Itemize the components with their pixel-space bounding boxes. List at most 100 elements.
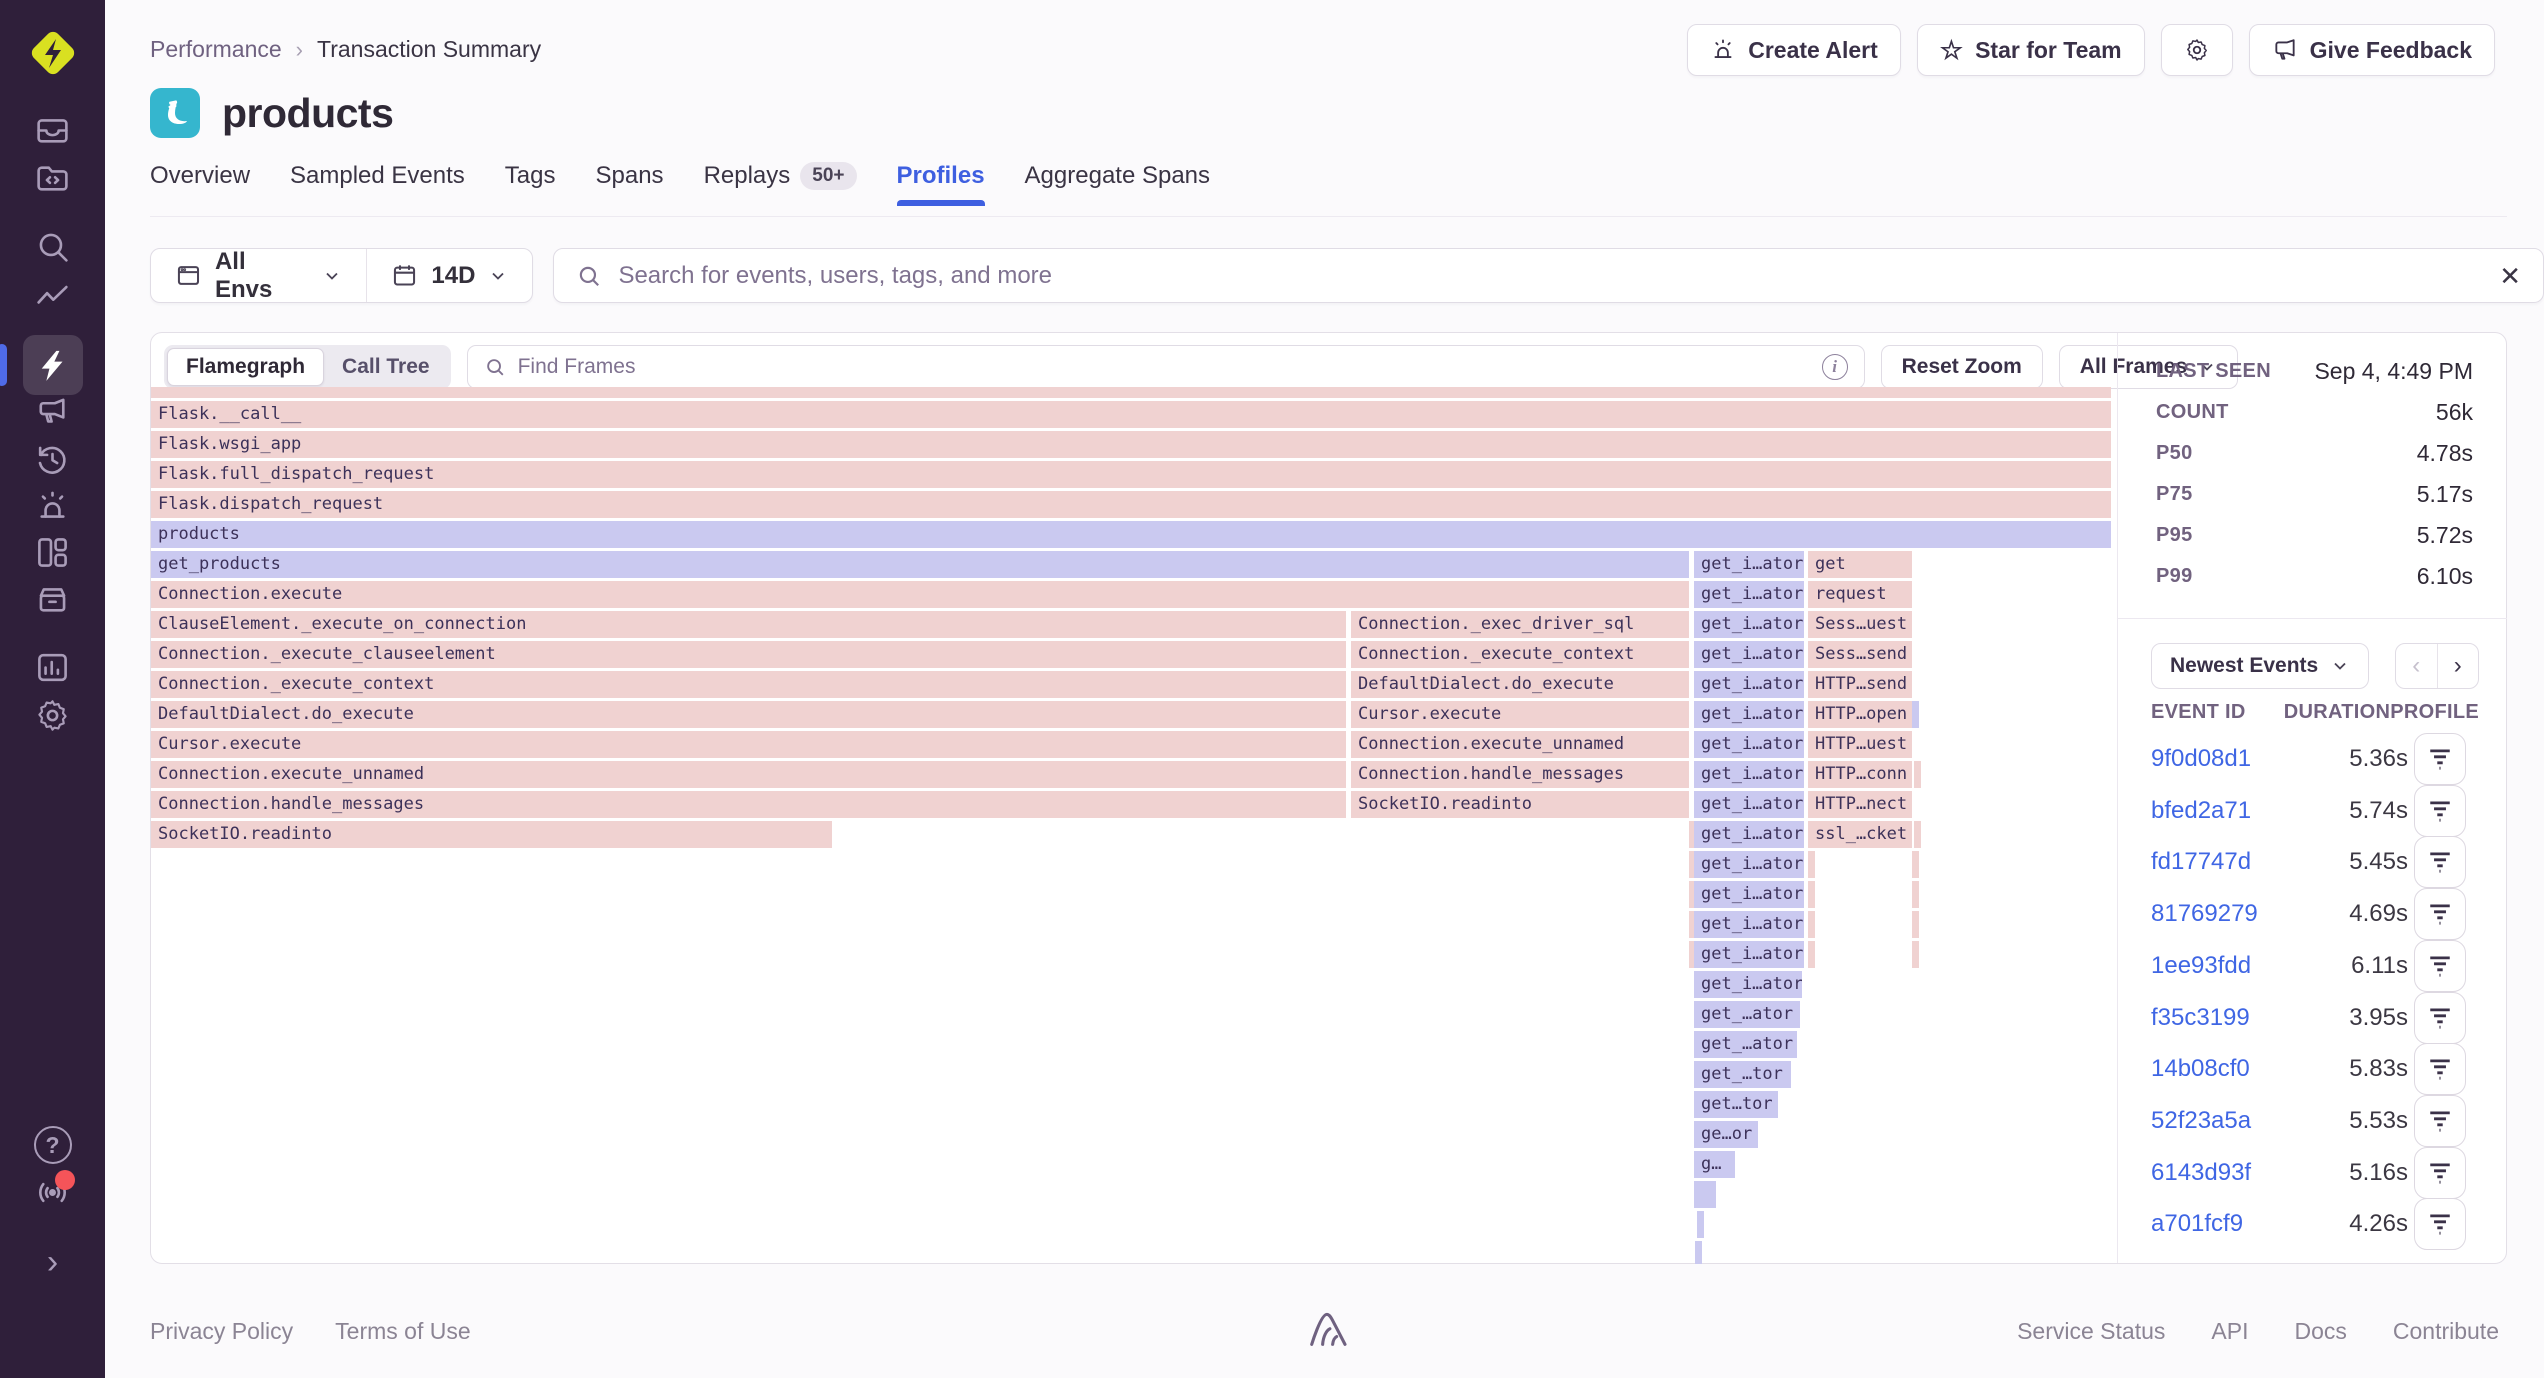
footer-link-terms-of-use[interactable]: Terms of Use xyxy=(335,1317,471,1344)
flame-frame[interactable] xyxy=(1912,941,1919,968)
sidebar-item-search[interactable] xyxy=(23,216,83,276)
footer-link-api[interactable]: API xyxy=(2211,1317,2249,1344)
sidebar-item-collapse[interactable]: › xyxy=(23,1232,83,1292)
flame-frame-get-i-ator[interactable]: get_i…ator xyxy=(1694,761,1804,788)
sentry-footer-logo-icon[interactable] xyxy=(1307,1308,1351,1354)
tab-tags[interactable]: Tags xyxy=(505,162,556,206)
tab-profiles[interactable]: Profiles xyxy=(896,162,985,206)
flamegraph[interactable]: Flask.__call__ Flask.wsgi_app Flask.full_d… xyxy=(151,387,2117,1264)
flame-frame[interactable] xyxy=(1914,761,1921,788)
breadcrumb-performance[interactable]: Performance xyxy=(150,36,282,62)
flame-frame[interactable] xyxy=(1912,911,1919,938)
flame-frame[interactable] xyxy=(1912,851,1919,878)
flame-frame-g-[interactable]: g… xyxy=(1694,1151,1735,1178)
flame-frame-flask-full-dispatch-request[interactable]: Flask.full_dispatch_request xyxy=(151,461,2111,488)
event-id-link[interactable]: 1ee93fdd xyxy=(2151,951,2252,979)
sidebar-item-releases[interactable] xyxy=(23,569,83,629)
sidebar-item-projects[interactable] xyxy=(23,148,83,208)
event-id-link[interactable]: bfed2a71 xyxy=(2151,796,2252,824)
event-sort-dropdown[interactable]: Newest Events xyxy=(2151,643,2370,689)
flame-frame-get-ator[interactable]: get_…ator xyxy=(1694,1001,1800,1028)
tab-overview[interactable]: Overview xyxy=(150,162,250,206)
flame-frame[interactable] xyxy=(1912,881,1919,908)
flame-frame[interactable] xyxy=(1695,1241,1702,1264)
flame-frame[interactable] xyxy=(1689,821,1696,848)
flame-frame-clauseelement-execute-on-connection[interactable]: ClauseElement._execute_on_connection xyxy=(151,611,1346,638)
flame-frame-flask-dispatch-request[interactable]: Flask.dispatch_request xyxy=(151,491,2111,518)
event-id-link[interactable]: 81769279 xyxy=(2151,900,2258,928)
settings-button[interactable] xyxy=(2160,24,2233,76)
footer-link-docs[interactable]: Docs xyxy=(2294,1317,2347,1344)
sidebar-item-settings[interactable] xyxy=(23,685,83,745)
flame-frame[interactable] xyxy=(1689,881,1696,908)
flame-frame-socketio-readinto[interactable]: SocketIO.readinto xyxy=(151,821,832,848)
flame-frame-http-send[interactable]: HTTP…send xyxy=(1808,671,1912,698)
event-id-link[interactable]: 14b08cf0 xyxy=(2151,1055,2250,1083)
flame-frame-get-i-ator[interactable]: get_i…ator xyxy=(1694,851,1804,878)
flame-frame-get-i-ator[interactable]: get_i…ator xyxy=(1694,581,1804,608)
flame-frame-connection-handle-messages[interactable]: Connection.handle_messages xyxy=(1351,761,1689,788)
open-profile-button[interactable] xyxy=(2414,836,2466,889)
flame-frame-connection-execute-clauseelement[interactable]: Connection._execute_clauseelement xyxy=(151,641,1346,668)
flame-frame[interactable] xyxy=(1694,1181,1716,1208)
flame-frame-cursor-execute[interactable]: Cursor.execute xyxy=(151,731,1346,758)
flame-frame-sess-uest[interactable]: Sess…uest xyxy=(1808,611,1912,638)
flame-frame[interactable] xyxy=(1808,941,1815,968)
flame-frame[interactable] xyxy=(1689,941,1696,968)
tab-sampled-events[interactable]: Sampled Events xyxy=(290,162,465,206)
open-profile-button[interactable] xyxy=(2414,1043,2466,1096)
flame-frame-defaultdialect-do-execute[interactable]: DefaultDialect.do_execute xyxy=(1351,671,1689,698)
flame-frame-http-uest[interactable]: HTTP…uest xyxy=(1808,731,1912,758)
info-icon[interactable]: i xyxy=(1821,354,1848,380)
footer-link-service-status[interactable]: Service Status xyxy=(2017,1317,2166,1344)
flame-frame-get-i-ator[interactable]: get_i…ator xyxy=(1694,911,1804,938)
flame-frame-get-i-ator[interactable]: get_i…ator xyxy=(1694,611,1804,638)
flame-frame-http-nect[interactable]: HTTP…nect xyxy=(1808,791,1912,818)
find-frames-input[interactable] xyxy=(517,355,1810,379)
open-profile-button[interactable] xyxy=(2414,1094,2466,1147)
flame-frame-get-tor[interactable]: get…tor xyxy=(1694,1091,1778,1118)
flame-frame-ge-or[interactable]: ge…or xyxy=(1694,1121,1758,1148)
sidebar-item-feedback[interactable] xyxy=(23,382,83,442)
flame-frame-cursor-execute[interactable]: Cursor.execute xyxy=(1351,701,1689,728)
footer-link-contribute[interactable]: Contribute xyxy=(2392,1317,2499,1344)
environment-filter[interactable]: All Envs xyxy=(151,248,366,303)
flame-frame-connection-handle-messages[interactable]: Connection.handle_messages xyxy=(151,791,1346,818)
flame-frame[interactable] xyxy=(1808,851,1815,878)
flame-frame-connection-execute[interactable]: Connection.execute xyxy=(151,581,1689,608)
tab-aggregate-spans[interactable]: Aggregate Spans xyxy=(1025,162,1210,206)
event-id-link[interactable]: a701fcf9 xyxy=(2151,1210,2244,1238)
clear-search-icon[interactable]: ✕ xyxy=(2499,260,2521,291)
flame-frame[interactable] xyxy=(151,387,2111,398)
event-id-link[interactable]: 6143d93f xyxy=(2151,1158,2252,1186)
flame-frame-get-i-ator[interactable]: get_i…ator xyxy=(1694,671,1804,698)
flame-frame-get-i-ator[interactable]: get_i…ator xyxy=(1694,551,1804,578)
tab-replays[interactable]: Replays 50+ xyxy=(704,162,857,206)
flame-frame-connection-execute-unnamed[interactable]: Connection.execute_unnamed xyxy=(1351,731,1689,758)
previous-page-button[interactable]: ‹ xyxy=(2396,644,2438,688)
open-profile-button[interactable] xyxy=(2414,733,2466,785)
flame-frame-flask-call-[interactable]: Flask.__call__ xyxy=(151,401,2111,428)
flame-frame-http-conn[interactable]: HTTP…conn xyxy=(1808,761,1912,788)
flame-frame-get-i-ator[interactable]: get_i…ator xyxy=(1694,971,1802,998)
open-profile-button[interactable] xyxy=(2414,991,2466,1044)
event-id-link[interactable]: fd17747d xyxy=(2151,848,2252,876)
flame-frame-get-i-ator[interactable]: get_i…ator xyxy=(1694,821,1804,848)
date-range-filter[interactable]: 14D xyxy=(366,249,532,302)
flame-frame-products[interactable]: products xyxy=(151,521,2111,548)
flame-frame-request[interactable]: request xyxy=(1808,581,1912,608)
sidebar-item-profiling[interactable] xyxy=(22,335,83,395)
sidebar-item-performance[interactable] xyxy=(23,265,83,325)
sidebar-item-dashboards[interactable] xyxy=(23,522,83,582)
flame-frame-get-tor[interactable]: get_…tor xyxy=(1694,1061,1791,1088)
flame-frame-defaultdialect-do-execute[interactable]: DefaultDialect.do_execute xyxy=(151,701,1346,728)
flame-frame[interactable] xyxy=(1689,851,1696,878)
flame-frame[interactable] xyxy=(1808,881,1815,908)
flame-frame-sess-send[interactable]: Sess…send xyxy=(1808,641,1912,668)
give-feedback-button[interactable]: Give Feedback xyxy=(2248,24,2495,76)
search-input[interactable] xyxy=(618,261,2484,290)
flame-frame-socketio-readinto[interactable]: SocketIO.readinto xyxy=(1351,791,1689,818)
sidebar-item-help[interactable]: ? xyxy=(23,1115,83,1175)
flame-frame[interactable] xyxy=(1697,1211,1704,1238)
flame-frame-connection-execute-context[interactable]: Connection._execute_context xyxy=(151,671,1346,698)
